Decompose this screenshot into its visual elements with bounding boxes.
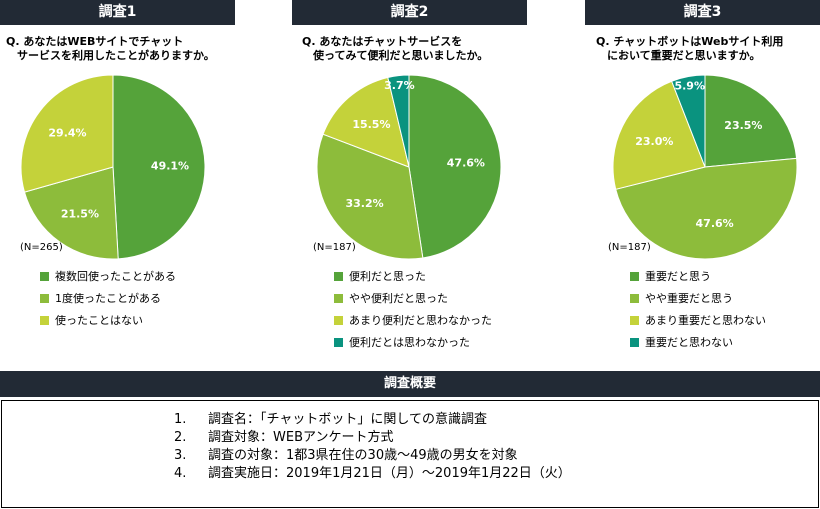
legend-item: 重要だと思わない: [630, 331, 766, 353]
pie-slice: [408, 74, 502, 259]
legend-item: 複数回使ったことがある: [40, 265, 176, 287]
legend-label: 複数回使ったことがある: [55, 270, 176, 283]
legend-swatch: [40, 293, 49, 303]
summary-list: 1. 調査名：「チャットボット」に関しての意識調査 2. 調査対象：WEBアンケート方…: [174, 411, 571, 483]
survey-2-question: Q. あなたはチャットサービスを 使ってみて便利だと思いましたか。: [302, 35, 489, 62]
pie-slice: [316, 133, 424, 260]
pie-slice-label: 3.7%: [384, 79, 415, 92]
summary-item-text: 調査名：「チャットボット」に関しての意識調査: [208, 412, 487, 427]
pie-slice: [671, 74, 706, 168]
legend-item: 1度使ったことがある: [40, 287, 176, 309]
pie-slice-label: 49.1%: [151, 159, 189, 172]
survey-2-header: 調査2: [292, 0, 527, 25]
summary-item-number: 1.: [174, 412, 187, 427]
survey-3-pie-chart: 23.5% 47.6% 23.0% 5.9%: [612, 74, 798, 260]
legend-item: あまり重要だと思わない: [630, 309, 766, 331]
legend-label: 使ったことはない: [55, 314, 143, 327]
legend-swatch: [630, 271, 639, 281]
summary-item: 4. 調査実施日：2019年1月21日（月）～2019年1月22日（火）: [174, 465, 571, 483]
legend-item: やや重要だと思う: [630, 287, 766, 309]
legend-label: 重要だと思わない: [645, 336, 733, 349]
legend-label: 重要だと思う: [645, 270, 711, 283]
pie-slice: [322, 76, 410, 168]
legend-label: 1度使ったことがある: [55, 292, 161, 305]
pie-slice: [615, 157, 798, 260]
survey-2-sample-size: (N=187): [313, 242, 356, 253]
legend-item: あまり便利だと思わなかった: [334, 309, 492, 331]
summary-item: 3. 調査の対象：1都3県在住の30歳～49歳の男女を対象: [174, 447, 571, 465]
legend-label: 便利だと思った: [349, 270, 426, 283]
pie-slice-label: 5.9%: [674, 80, 705, 93]
survey-1-question: Q. あなたはWEBサイトでチャット サービスを利用したことがありますか。: [6, 35, 215, 62]
pie-slice-label: 33.2%: [346, 197, 384, 210]
survey-3-question: Q. チャットボットはWebサイト利用 において重要だと思いますか。: [596, 35, 784, 62]
legend-swatch: [334, 337, 343, 347]
survey-3-legend: 重要だと思うやや重要だと思うあまり重要だと思わない 重要だと思わない: [630, 265, 766, 353]
legend-item: 便利だとは思わなかった: [334, 331, 492, 353]
legend-label: 便利だとは思わなかった: [349, 336, 470, 349]
legend-swatch: [334, 293, 343, 303]
legend-swatch: [40, 315, 49, 325]
pie-slice-label: 21.5%: [61, 207, 99, 220]
summary-item-number: 4.: [174, 466, 187, 481]
legend-swatch: [630, 337, 639, 347]
summary-item-text: 調査の対象：1都3県在住の30歳～49歳の男女を対象: [208, 448, 518, 463]
survey-1-sample-size: (N=265): [20, 242, 63, 253]
survey-2-legend: 便利だと思ったやや便利だと思ったあまり便利だと思わなかった 便利だとは思わなかった: [334, 265, 492, 353]
legend-item: 便利だと思った: [334, 265, 492, 287]
pie-slice: [387, 74, 410, 168]
pie-slice-label: 47.6%: [696, 217, 734, 230]
pie-slice-label: 23.0%: [635, 135, 673, 148]
legend-swatch: [630, 293, 639, 303]
legend-swatch: [334, 315, 343, 325]
survey-3-header: 調査3: [585, 0, 820, 25]
survey-1-legend: 複数回使ったことがある 1度使ったことがある 使ったことはない: [40, 265, 176, 331]
pie-slice-label: 29.4%: [48, 127, 86, 140]
survey-1-header: 調査1: [0, 0, 235, 25]
legend-label: あまり便利だと思わなかった: [349, 314, 492, 327]
summary-item-text: 調査実施日：2019年1月21日（月）～2019年1月22日（火）: [208, 466, 571, 481]
summary-item: 2. 調査対象：WEBアンケート方式: [174, 429, 571, 447]
summary-item-text: 調査対象：WEBアンケート方式: [208, 430, 394, 445]
pie-slice-label: 23.5%: [724, 119, 762, 132]
pie-slice: [112, 74, 206, 260]
summary-item-number: 3.: [174, 448, 187, 463]
summary-header: 調査概要: [0, 371, 820, 397]
survey-3-sample-size: (N=187): [608, 242, 651, 253]
summary-box: 1. 調査名：「チャットボット」に関しての意識調査 2. 調査対象：WEBアンケート方…: [1, 400, 819, 508]
legend-label: あまり重要だと思わない: [645, 314, 766, 327]
summary-item-number: 2.: [174, 430, 187, 445]
legend-swatch: [334, 271, 343, 281]
pie-slice: [23, 166, 119, 260]
summary-item: 1. 調査名：「チャットボット」に関しての意識調査: [174, 411, 571, 429]
legend-item: やや便利だと思った: [334, 287, 492, 309]
pie-slice-label: 15.5%: [352, 118, 390, 131]
pie-slice: [704, 74, 798, 168]
legend-label: やや重要だと思う: [645, 292, 733, 305]
survey-1-pie-chart: 49.1% 21.5% 29.4%: [20, 74, 206, 260]
legend-swatch: [40, 271, 49, 281]
legend-swatch: [630, 315, 639, 325]
survey-2-pie-chart: 47.6% 33.2% 15.5% 3.7%: [316, 74, 502, 260]
pie-slice: [20, 74, 114, 193]
legend-item: 重要だと思う: [630, 265, 766, 287]
legend-label: やや便利だと思った: [349, 292, 448, 305]
pie-slice-label: 47.6%: [447, 157, 485, 170]
legend-item: 使ったことはない: [40, 309, 176, 331]
